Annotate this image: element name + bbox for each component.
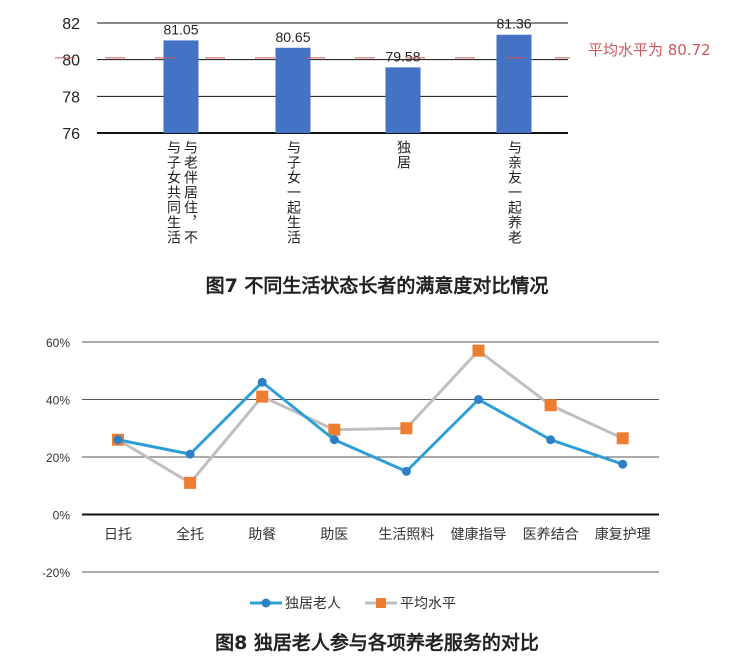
data-point-marker: [257, 377, 267, 387]
y-tick-label: 20%: [46, 451, 70, 465]
average-line-label: 平均水平为 80.72: [588, 41, 711, 59]
data-point-marker: [474, 395, 483, 404]
y-tick-label: 82: [62, 16, 80, 33]
data-point-marker: [546, 435, 556, 445]
data-point-marker: [184, 476, 197, 489]
data-point-marker: [400, 422, 413, 435]
bar: [275, 47, 311, 133]
data-point-marker: [472, 344, 485, 357]
y-tick-label: 60%: [46, 336, 70, 350]
series-line: [117, 380, 624, 473]
x-category-label: 康复护理: [595, 526, 651, 543]
legend-label: 独居老人: [285, 596, 341, 612]
bar-value-label: 80.65: [275, 29, 310, 45]
x-category-label: 生活照料: [378, 527, 434, 543]
x-category-label: 健康指导: [451, 526, 507, 543]
figure7-caption: 图7 不同生活状态长者的满意度对比情况: [205, 275, 549, 297]
legend-marker: [376, 598, 386, 608]
data-point-marker: [256, 390, 269, 403]
data-point-marker: [113, 435, 123, 445]
bar-chart-satisfaction: 82 80 78 76 81.05 80.65 79.58 81.36: [55, 16, 570, 143]
figure8-caption: 图8 独居老人参与各项养老服务的对比: [215, 632, 539, 654]
y-tick-label: -20%: [42, 566, 70, 580]
y-tick-label: 80: [62, 53, 80, 70]
legend-marker: [261, 598, 271, 608]
y-tick-label: 78: [62, 89, 80, 106]
bar-value-label: 81.36: [496, 16, 531, 32]
x-category-label: 全托: [176, 526, 204, 543]
legend-label: 平均水平: [400, 596, 456, 612]
y-tick-label: 40%: [46, 394, 70, 408]
series-line: [117, 349, 624, 485]
x-category-label: 助医: [320, 527, 348, 543]
data-point-marker: [616, 432, 629, 445]
data-point-marker: [328, 423, 341, 436]
bar: [496, 34, 532, 133]
data-point-marker: [618, 459, 628, 469]
bar: [385, 67, 421, 133]
x-category-label: 日托: [104, 527, 132, 543]
x-category-label: 独居: [395, 140, 411, 170]
data-point-marker: [185, 449, 195, 459]
bar-value-label: 81.05: [163, 21, 198, 37]
x-category-label: 医养结合: [523, 527, 579, 543]
data-point-marker: [401, 466, 411, 476]
bar-value-label: 79.58: [385, 48, 420, 64]
x-category-label: 与子女一起生活: [285, 140, 301, 245]
data-point-marker: [544, 399, 557, 412]
x-category-label: 与亲友一起养老: [506, 140, 522, 245]
y-tick-label: 0%: [53, 509, 71, 523]
x-category-label: 助餐: [248, 527, 276, 543]
y-tick-label: 76: [62, 126, 80, 143]
bar: [163, 40, 199, 133]
data-point-marker: [329, 435, 339, 445]
x-category-label: 与老伴居住，不与子女共同生活: [165, 140, 198, 245]
